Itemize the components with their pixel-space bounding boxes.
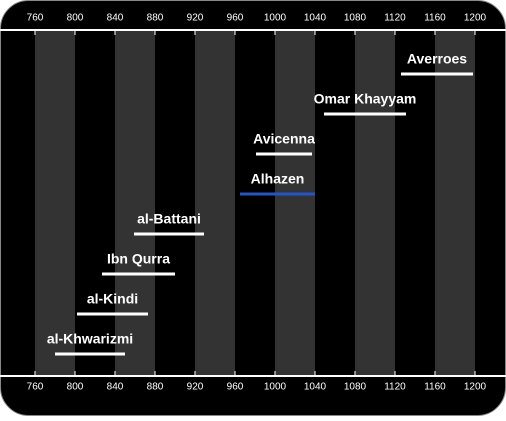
x-tick-label: 840 bbox=[107, 382, 124, 393]
band bbox=[115, 30, 155, 376]
x-tick-label: 1120 bbox=[384, 13, 406, 24]
x-tick-label: 1000 bbox=[264, 382, 287, 393]
name-label: al-Battani bbox=[137, 211, 201, 227]
x-tick-label: 1160 bbox=[424, 382, 446, 393]
name-label: Averroes bbox=[407, 51, 467, 67]
bands bbox=[35, 30, 475, 376]
x-tick-label: 1120 bbox=[384, 382, 406, 393]
x-tick-label: 1080 bbox=[344, 382, 367, 393]
x-tick-label: 1200 bbox=[464, 13, 487, 24]
name-label: al-Khwarizmi bbox=[47, 331, 133, 347]
name-label: Omar Khayyam bbox=[314, 91, 417, 107]
lifespan-bar bbox=[102, 272, 175, 276]
band bbox=[195, 30, 235, 376]
lifespan-bar bbox=[77, 312, 148, 316]
lifespan-bar bbox=[134, 232, 204, 236]
x-tick-label: 1000 bbox=[264, 13, 287, 24]
lifespan-bar bbox=[256, 152, 312, 156]
x-tick-label: 920 bbox=[187, 382, 204, 393]
x-tick-label: 1160 bbox=[424, 13, 446, 24]
band bbox=[355, 30, 395, 376]
x-tick-label: 800 bbox=[67, 382, 84, 393]
x-tick-label: 800 bbox=[67, 13, 84, 24]
x-tick-label: 1080 bbox=[344, 13, 367, 24]
x-tick-label: 760 bbox=[27, 13, 44, 24]
band bbox=[435, 30, 475, 376]
x-tick-label: 1200 bbox=[464, 382, 487, 393]
band bbox=[35, 30, 75, 376]
axes: 760 760 800 800 840 840 880 880 920 920 960 960 1000… bbox=[0, 13, 506, 393]
lifespan-bar bbox=[55, 352, 125, 356]
x-tick-label: 920 bbox=[187, 13, 204, 24]
name-label: Alhazen bbox=[251, 171, 305, 187]
x-tick-label: 840 bbox=[107, 13, 124, 24]
name-label: Avicenna bbox=[253, 131, 315, 147]
x-tick-label: 880 bbox=[147, 13, 164, 24]
marks: al-Khwarizmi al-Kindi Ibn Qurra al-Battani A… bbox=[47, 51, 473, 356]
x-tick-label: 880 bbox=[147, 382, 164, 393]
lifespan-bar bbox=[401, 72, 473, 76]
lifespan-bar bbox=[324, 112, 406, 116]
x-tick-label: 960 bbox=[227, 382, 244, 393]
x-tick-label: 760 bbox=[27, 382, 44, 393]
lifespan-bar bbox=[240, 192, 315, 196]
band bbox=[275, 30, 315, 376]
x-tick-label: 1040 bbox=[304, 382, 327, 393]
x-tick-label: 960 bbox=[227, 13, 244, 24]
name-label: al-Kindi bbox=[87, 291, 138, 307]
x-tick-label: 1040 bbox=[304, 13, 327, 24]
name-label: Ibn Qurra bbox=[107, 251, 170, 267]
